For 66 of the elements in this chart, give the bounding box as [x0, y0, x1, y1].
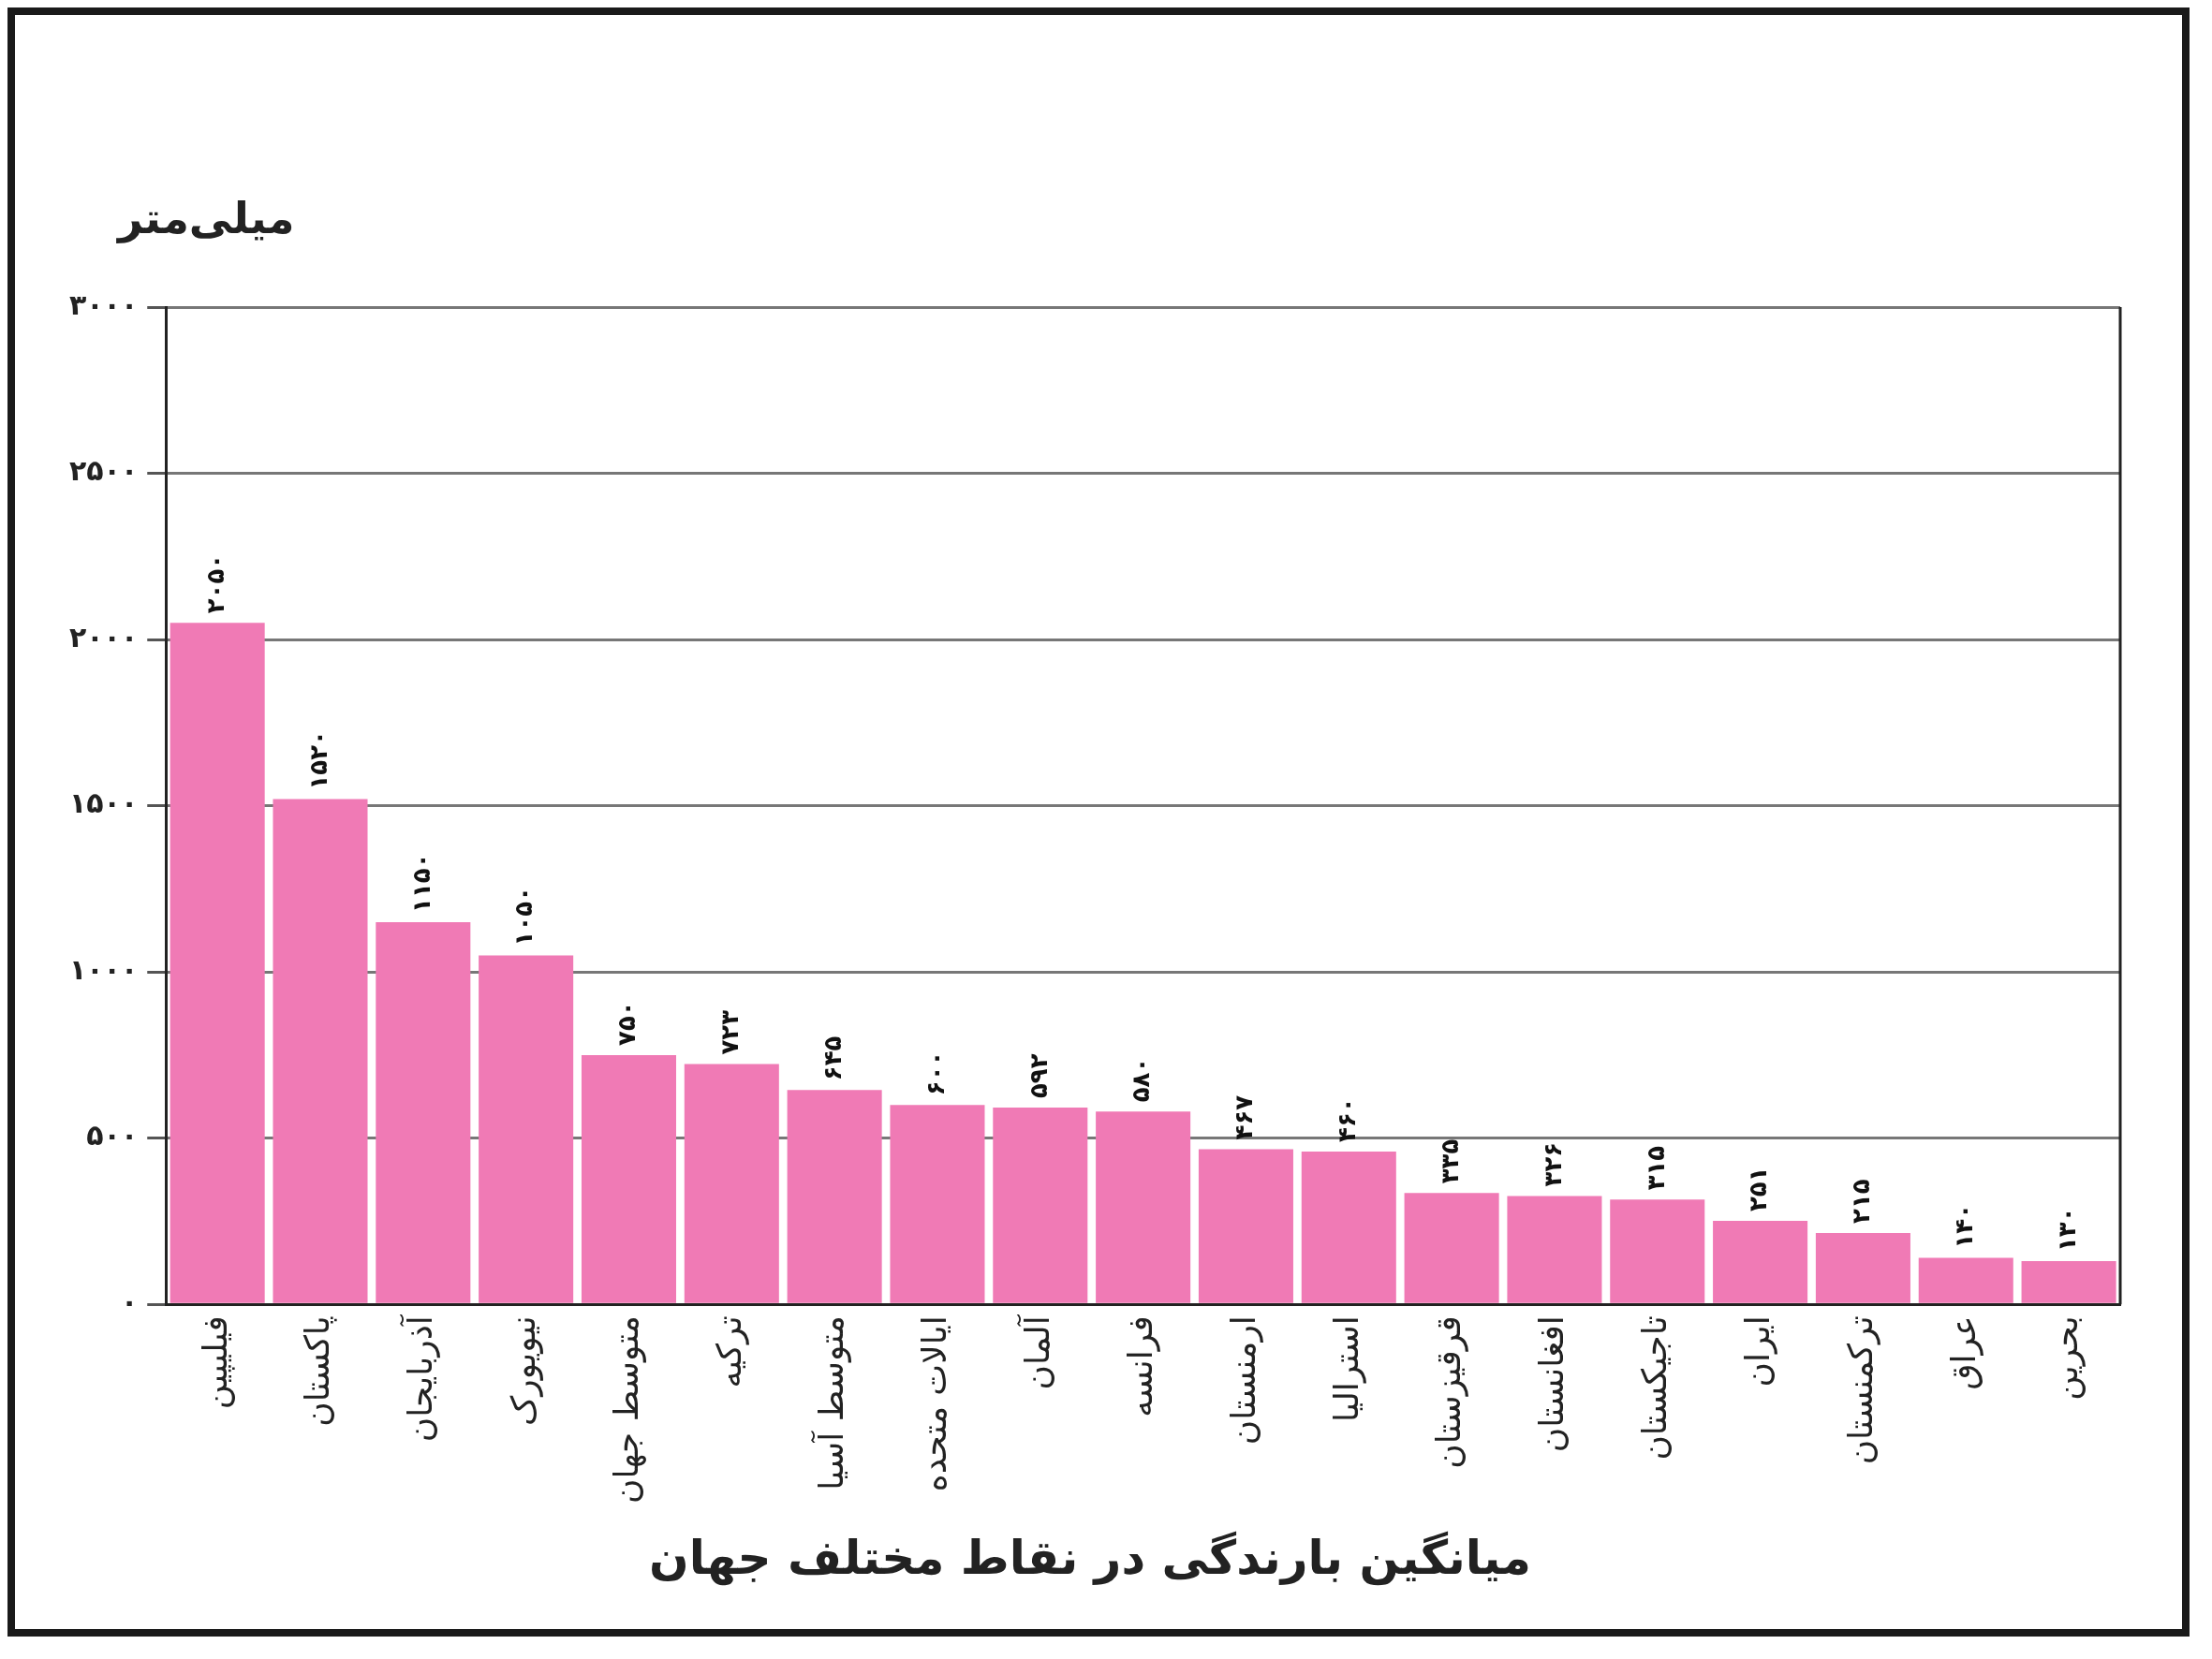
data-label: ۴۶۷: [1230, 1094, 1259, 1140]
data-label: ۱۴۰: [1950, 1203, 1979, 1249]
data-label: ۲۵۱: [1744, 1167, 1773, 1212]
x-tick-label: ایالات متحده: [915, 1315, 954, 1492]
x-tick-label: قرقیزستان: [1429, 1315, 1469, 1469]
bar: [1404, 1193, 1499, 1303]
bar: [1507, 1196, 1602, 1303]
data-label: ۳۱۵: [1641, 1145, 1670, 1191]
data-label: ۴۶۰: [1333, 1097, 1362, 1142]
x-tick-label: ترکمنستان: [1840, 1315, 1880, 1465]
bar: [1713, 1221, 1808, 1303]
x-tick-label: آلمان: [1016, 1314, 1057, 1390]
bar: [1918, 1257, 2013, 1303]
x-tick-label: استرالیا: [1326, 1315, 1366, 1422]
bar: [684, 1064, 779, 1303]
data-label: ۳۲۶: [1538, 1141, 1567, 1187]
bar: [2021, 1261, 2116, 1303]
y-tick-label: ۰: [120, 1285, 139, 1319]
y-tick-label: ۳۰۰۰: [68, 287, 139, 321]
bar: [581, 1054, 676, 1303]
data-label: ۳۳۵: [1435, 1138, 1464, 1184]
x-tick-label: ایران: [1737, 1315, 1777, 1387]
data-label: ۵۸۰: [1127, 1057, 1156, 1103]
data-label: ۲۰۵۰: [200, 553, 229, 614]
data-label: ۵۹۲: [1024, 1053, 1053, 1099]
x-tick-label: فرانسه: [1120, 1315, 1160, 1417]
y-tick-label: ۵۰۰: [86, 1119, 139, 1152]
bar: [273, 799, 368, 1303]
bar: [1198, 1149, 1293, 1303]
x-tick-label: فیلیپین: [195, 1315, 235, 1410]
x-tick-label: نیویورک: [504, 1315, 543, 1426]
data-label: ۱۰۵۰: [509, 886, 538, 947]
data-label: ۷۲۳: [715, 1009, 745, 1055]
x-tick-label: آذربایجان: [399, 1314, 441, 1443]
x-tick-label: تاجیکستان: [1635, 1315, 1674, 1461]
x-tick-label: پاکستان: [298, 1315, 338, 1427]
x-tick-label: افغانستان: [1532, 1315, 1571, 1453]
text: میانگین بارندگی در نقاط مختلف جهان: [649, 1530, 1531, 1586]
y-tick-label: ۱۵۰۰: [68, 786, 139, 820]
bar: [1096, 1111, 1191, 1303]
data-label: ۶۴۵: [818, 1035, 847, 1081]
x-tick-label: بحرین: [2046, 1315, 2087, 1401]
y-tick-label: ۲۰۰۰: [68, 620, 139, 653]
bar: [479, 955, 574, 1303]
bar: [993, 1108, 1088, 1303]
bar: [890, 1105, 985, 1303]
y-tick-label: ۱۰۰۰: [68, 952, 139, 986]
bar: [170, 623, 265, 1303]
x-tick-label: ترکیه: [709, 1315, 749, 1388]
y-axis-title: میلی‌متر: [118, 193, 295, 243]
data-label: ۱۵۲۰: [303, 730, 332, 790]
data-label: ۱۱۵۰: [406, 853, 435, 913]
bar: [1301, 1151, 1396, 1303]
bar: [1815, 1232, 1910, 1303]
bar: [1610, 1199, 1705, 1303]
data-label: ۲۱۵: [1847, 1179, 1876, 1224]
y-tick-label: ۲۵۰۰: [68, 454, 139, 488]
x-tick-label: ارمنستان: [1223, 1315, 1263, 1446]
data-label: ۷۵۰: [612, 1001, 641, 1046]
x-tick-label: متوسط آسیا: [810, 1315, 852, 1490]
x-tick-label: متوسط جهان: [606, 1315, 646, 1504]
bar: [787, 1090, 882, 1303]
data-label: ۶۰۰: [921, 1050, 950, 1096]
bar: [376, 921, 471, 1303]
data-label: ۱۳۰: [2052, 1207, 2081, 1253]
x-tick-label: عراق: [1943, 1315, 1983, 1390]
